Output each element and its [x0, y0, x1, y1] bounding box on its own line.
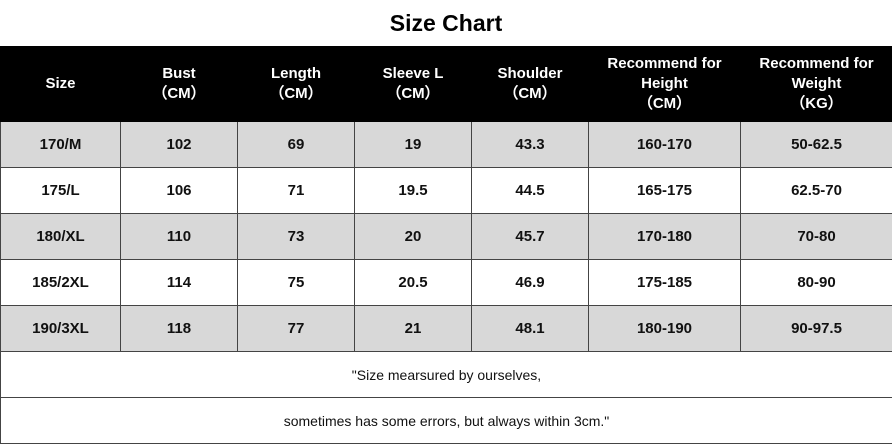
note-row: sometimes has some errors, but always wi… — [1, 398, 892, 444]
header-line: （CM） — [121, 84, 237, 104]
header-line: Shoulder — [472, 64, 588, 84]
cell: 20 — [355, 214, 472, 260]
cell: 19 — [355, 122, 472, 168]
cell: 185/2XL — [1, 260, 121, 306]
cell: 69 — [238, 122, 355, 168]
title: Size Chart — [0, 0, 892, 46]
header-line: Recommend for — [741, 54, 892, 74]
cell: 43.3 — [472, 122, 589, 168]
header-line: Recommend for — [589, 54, 740, 74]
cell: 48.1 — [472, 306, 589, 352]
cell: 110 — [121, 214, 238, 260]
header-cell: Size — [1, 47, 121, 122]
cell: 62.5-70 — [741, 168, 892, 214]
note: "Size mearsured by ourselves, — [1, 352, 892, 398]
header-line: （CM） — [355, 84, 471, 104]
note: sometimes has some errors, but always wi… — [1, 398, 892, 444]
header-line: （CM） — [238, 84, 354, 104]
header-line: Size — [1, 74, 120, 94]
cell: 165-175 — [589, 168, 741, 214]
header-cell: Shoulder（CM） — [472, 47, 589, 122]
cell: 190/3XL — [1, 306, 121, 352]
header-line: （KG） — [741, 94, 892, 114]
cell: 20.5 — [355, 260, 472, 306]
cell: 46.9 — [472, 260, 589, 306]
cell: 175/L — [1, 168, 121, 214]
header-cell: Length（CM） — [238, 47, 355, 122]
cell: 90-97.5 — [741, 306, 892, 352]
header-line: Height — [589, 74, 740, 94]
header-line: （CM） — [589, 94, 740, 114]
cell: 50-62.5 — [741, 122, 892, 168]
header-line: Weight — [741, 74, 892, 94]
cell: 44.5 — [472, 168, 589, 214]
cell: 114 — [121, 260, 238, 306]
header-line: Sleeve L — [355, 64, 471, 84]
cell: 102 — [121, 122, 238, 168]
cell: 70-80 — [741, 214, 892, 260]
header-cell: Bust（CM） — [121, 47, 238, 122]
cell: 73 — [238, 214, 355, 260]
cell: 170/M — [1, 122, 121, 168]
cell: 77 — [238, 306, 355, 352]
header-cell: Sleeve L（CM） — [355, 47, 472, 122]
note-row: "Size mearsured by ourselves, — [1, 352, 892, 398]
cell: 106 — [121, 168, 238, 214]
header-line: Bust — [121, 64, 237, 84]
cell: 71 — [238, 168, 355, 214]
cell: 80-90 — [741, 260, 892, 306]
cell: 175-185 — [589, 260, 741, 306]
cell: 19.5 — [355, 168, 472, 214]
cell: 21 — [355, 306, 472, 352]
cell: 118 — [121, 306, 238, 352]
cell: 160-170 — [589, 122, 741, 168]
header-line: （CM） — [472, 84, 588, 104]
cell: 180/XL — [1, 214, 121, 260]
cell: 75 — [238, 260, 355, 306]
header-line: Length — [238, 64, 354, 84]
cell: 180-190 — [589, 306, 741, 352]
cell: 45.7 — [472, 214, 589, 260]
cell: 170-180 — [589, 214, 741, 260]
